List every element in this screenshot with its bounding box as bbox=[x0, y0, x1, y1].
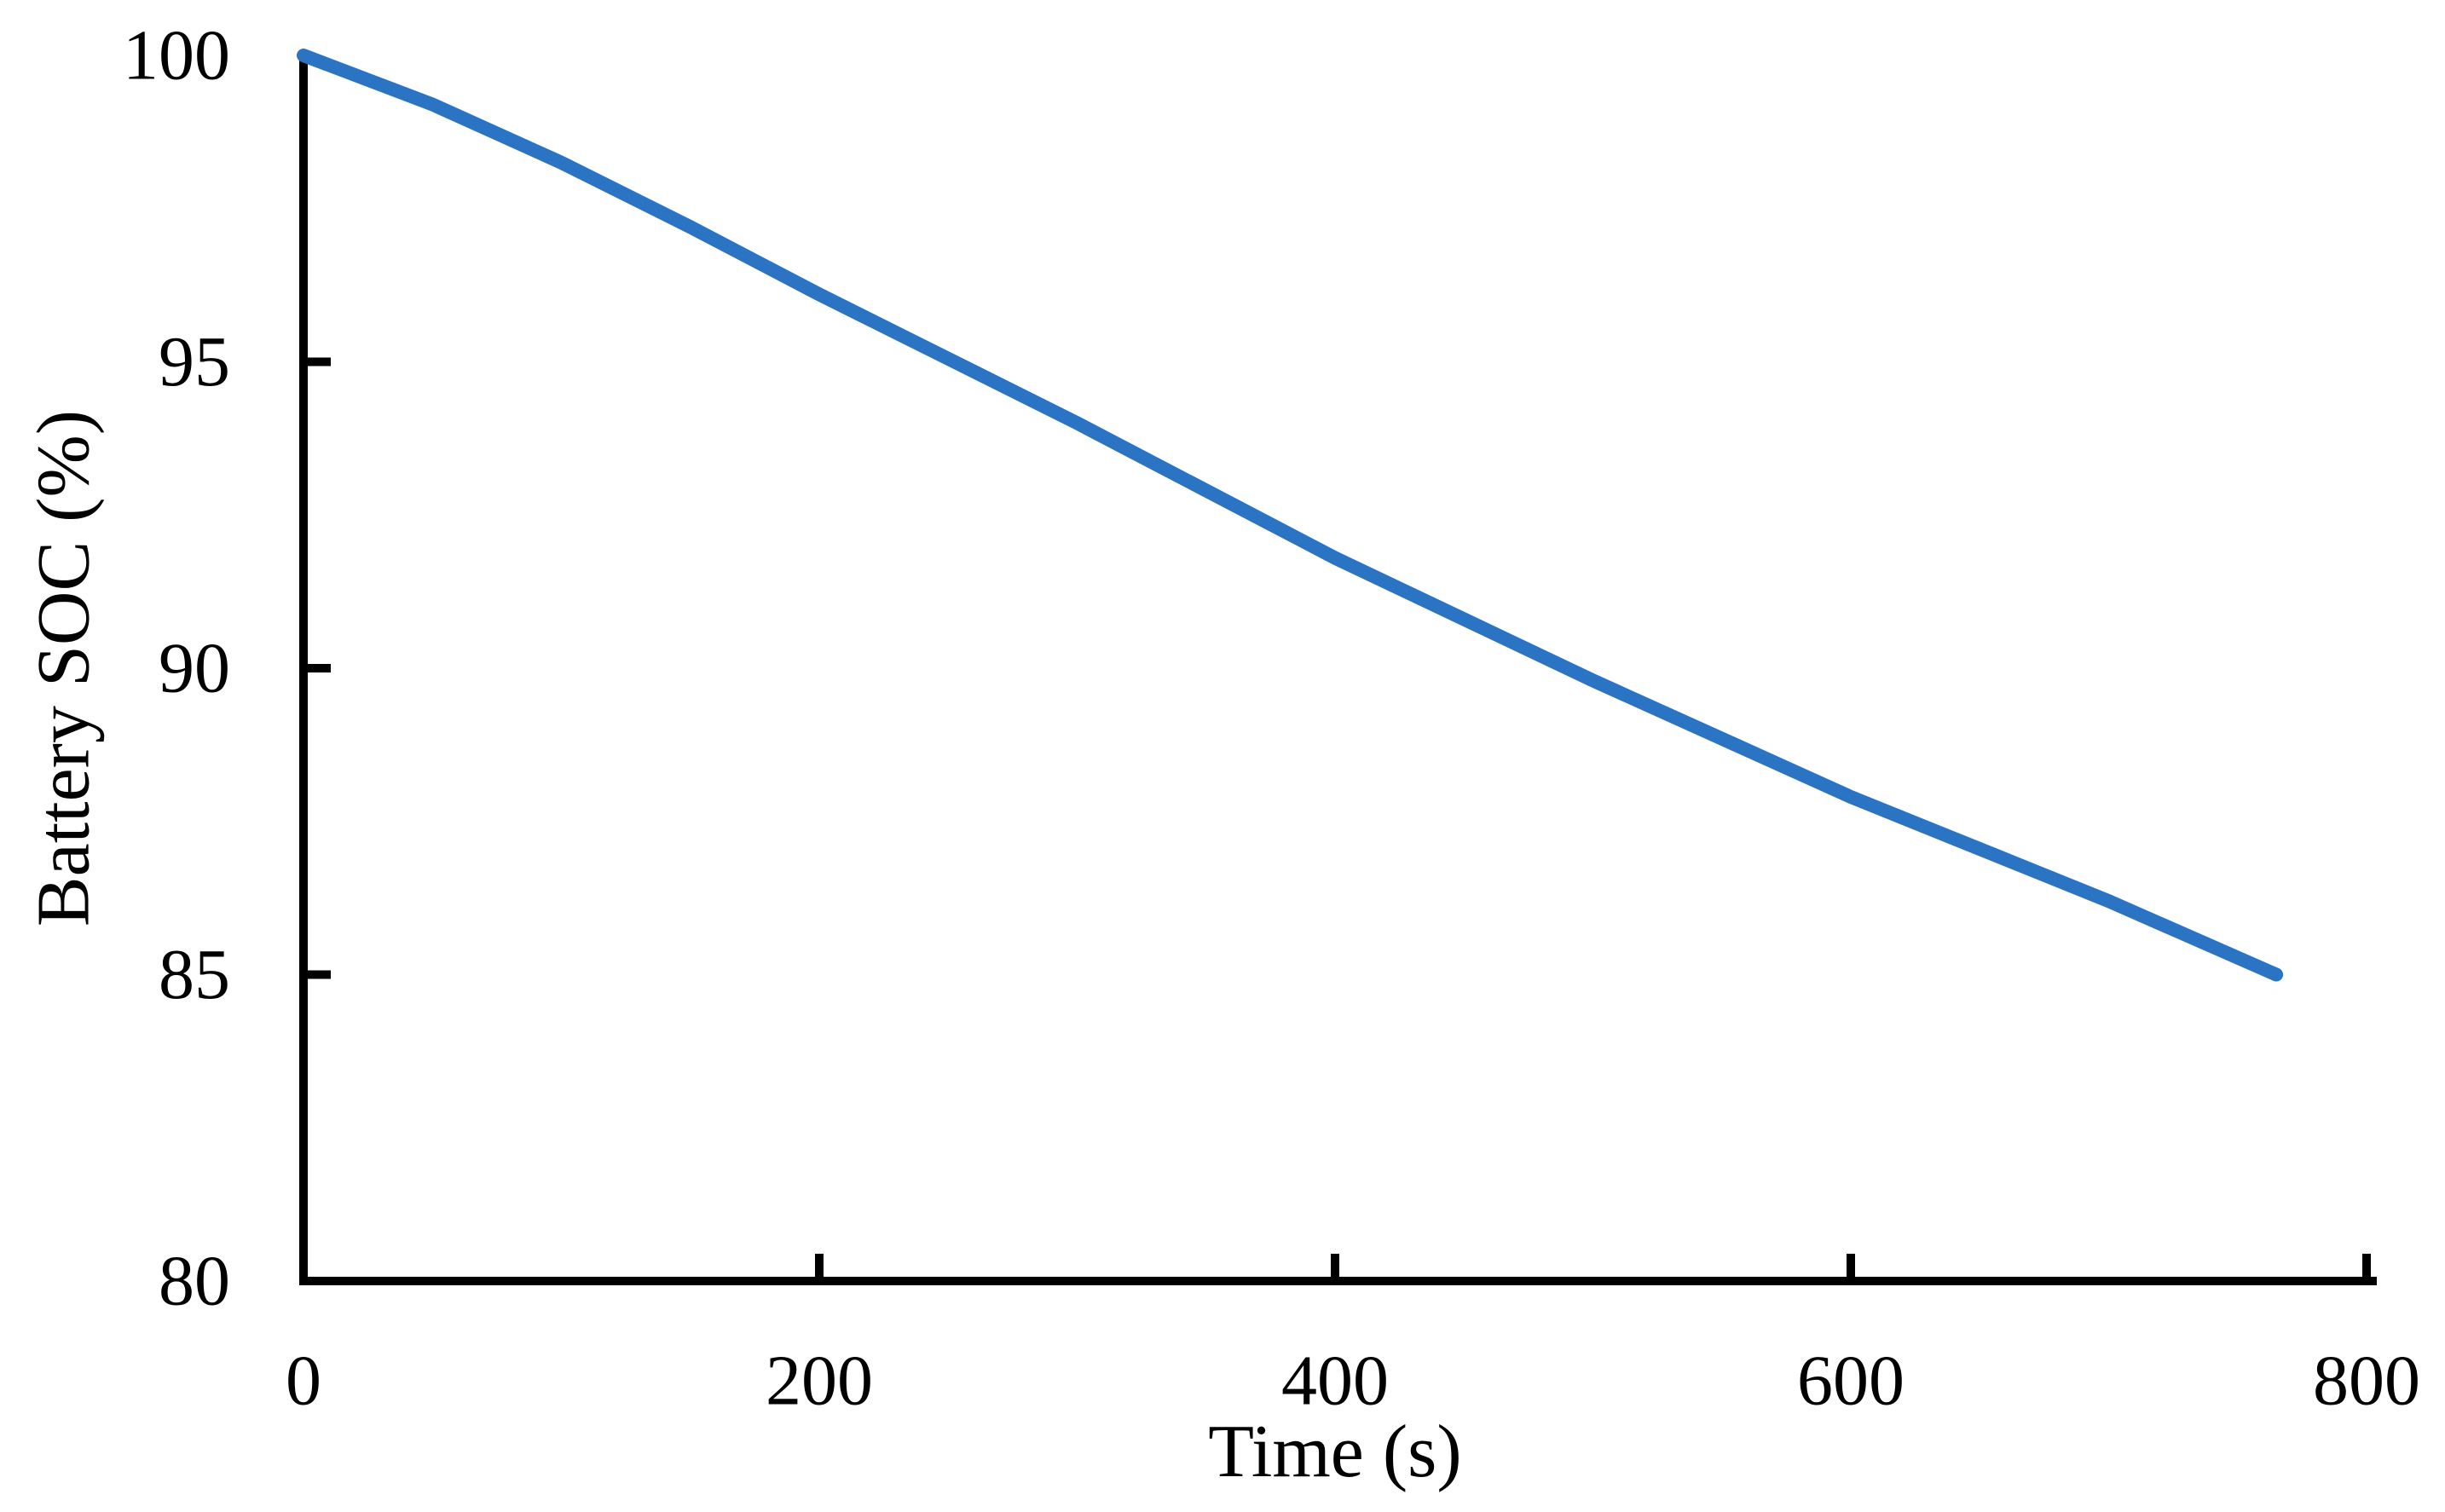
x-tick-label: 600 bbox=[1797, 1342, 1905, 1421]
y-tick-label: 95 bbox=[159, 322, 230, 401]
x-tick-label: 200 bbox=[766, 1342, 873, 1421]
x-axis-ticks: 0 200 400 600 800 bbox=[286, 1254, 2420, 1421]
y-axis-ticks: 80 85 90 95 100 bbox=[123, 16, 331, 1321]
y-tick-label: 100 bbox=[123, 16, 230, 95]
y-tick-label: 85 bbox=[159, 935, 230, 1014]
soc-curve bbox=[297, 49, 2284, 982]
x-tick-label: 0 bbox=[286, 1342, 321, 1421]
x-axis-title: Time (s) bbox=[1208, 1411, 1461, 1493]
y-tick-label: 90 bbox=[159, 629, 230, 708]
y-tick-label: 80 bbox=[159, 1242, 230, 1321]
x-tick-label: 800 bbox=[2313, 1342, 2420, 1421]
y-axis-title: Battery SOC (%) bbox=[23, 410, 106, 926]
x-tick-label: 400 bbox=[1281, 1342, 1389, 1421]
